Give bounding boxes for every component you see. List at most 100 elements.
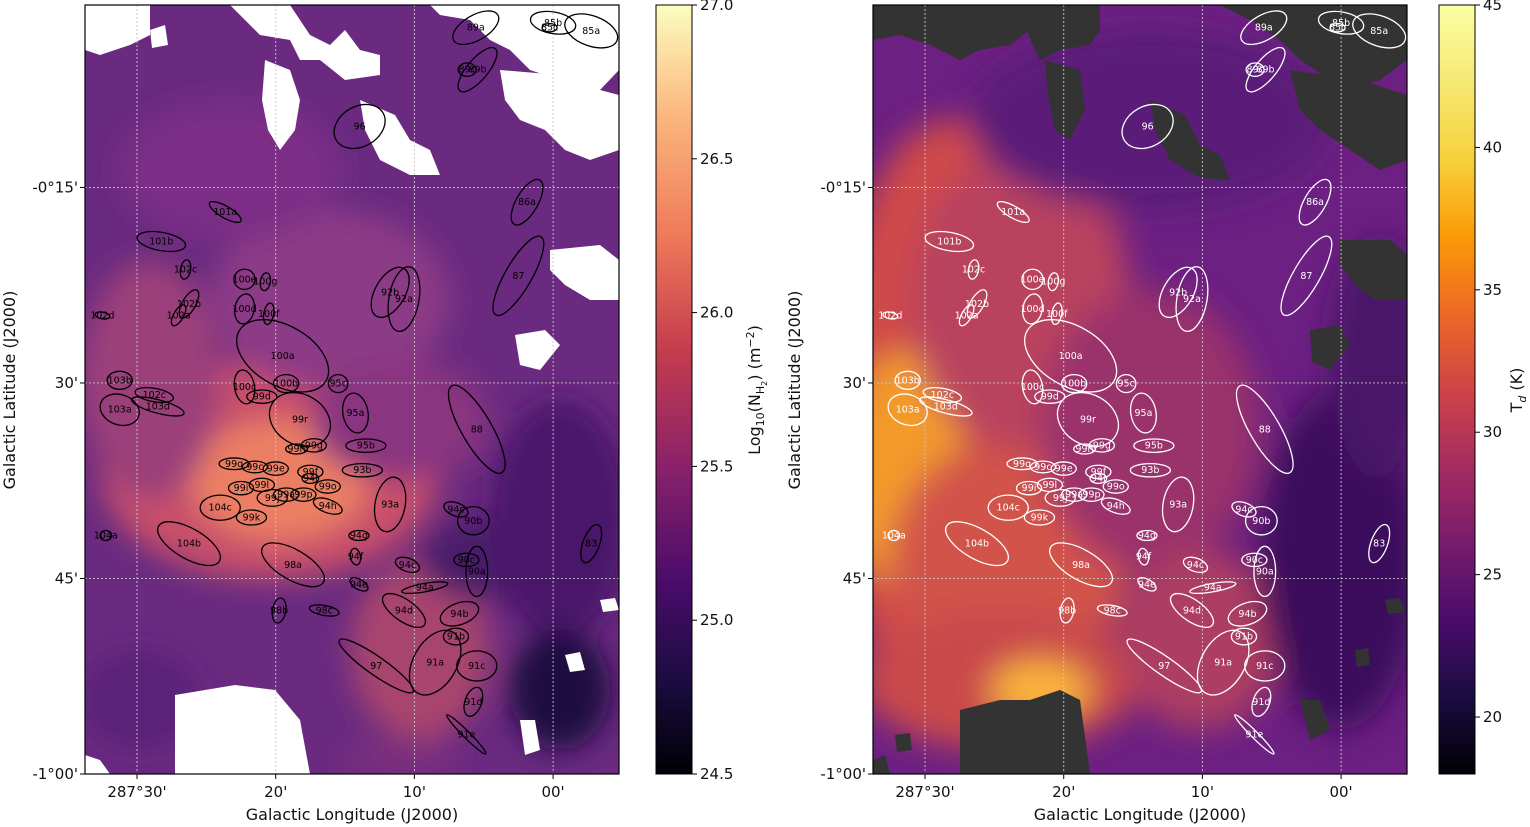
clump-label: 89c <box>1246 65 1263 76</box>
clump-ellipse <box>1096 604 1128 617</box>
clump-ellipse <box>349 547 362 566</box>
clump-ellipse <box>1059 597 1075 624</box>
clump-ellipse <box>996 201 1030 224</box>
clump-ellipse <box>1251 686 1272 717</box>
clump-label: 99e <box>267 464 285 475</box>
colorbar-tick-label: 25.5 <box>700 457 733 475</box>
clump-ellipse <box>136 230 187 253</box>
y-tick-label: -1°00' <box>32 765 78 783</box>
clump-label: 98b <box>1058 605 1076 616</box>
clump-label: 102c <box>174 264 197 275</box>
clump-label: 87 <box>512 271 524 282</box>
clump-label: 99c <box>1034 462 1051 473</box>
clump-label: 99d <box>1041 392 1059 403</box>
clump-ellipse <box>1024 319 1118 393</box>
clump-ellipse <box>241 460 269 474</box>
clump-label: 99a <box>1065 490 1083 501</box>
right-colorbar-scale <box>1438 4 1476 775</box>
clump-label: 100g <box>253 277 277 288</box>
clump-label: 94f <box>348 552 364 563</box>
clump-label: 91b <box>1235 632 1253 643</box>
x-tick-label: 20' <box>264 783 287 801</box>
clump-ellipse <box>130 396 185 417</box>
clump-label: 104b <box>965 539 989 550</box>
clump-label: 90a <box>1256 566 1274 577</box>
clump-ellipse <box>1021 268 1044 291</box>
clump-label: 94h <box>1107 501 1125 512</box>
clump-ellipse <box>262 302 275 326</box>
clump-label: 100d <box>1020 304 1044 315</box>
clump-ellipse <box>262 461 289 476</box>
clump-label: 99q <box>1013 459 1031 470</box>
clump-label: 85b <box>1332 18 1350 29</box>
clump-label: 94c <box>447 504 464 515</box>
clump-label: 99q <box>225 459 243 470</box>
clump-label: 85c <box>1329 23 1346 34</box>
clump-ellipse <box>1175 266 1209 333</box>
right-axis-ticks: 287°30' 20' 10' 00' -0°15' 30' 45' -1°00' <box>820 178 1352 801</box>
clump-label: 98a <box>284 560 302 571</box>
x-tick-label: 20' <box>1052 783 1075 801</box>
clump-label: 94b <box>450 609 468 620</box>
clump-label: 91a <box>426 658 444 669</box>
clump-ellipse <box>457 62 477 77</box>
clump-ellipse <box>199 494 241 521</box>
clump-label: 100e <box>1021 274 1045 285</box>
colorbar-tick-label: 26.5 <box>700 150 733 168</box>
clump-label: 89a <box>1255 23 1273 34</box>
clump-ellipse <box>1050 302 1063 326</box>
clump-label: 95a <box>1134 408 1152 419</box>
clump-label: 103b <box>108 375 132 386</box>
clump-label: 99i <box>1022 483 1037 494</box>
clump-label: 100f <box>1046 309 1068 320</box>
clump-label: 88 <box>1259 424 1271 435</box>
left-xlabel: Galactic Longitude (J2000) <box>246 805 458 824</box>
clump-label: 98b <box>270 605 288 616</box>
clump-label: 94b <box>1238 609 1256 620</box>
colorbar-tick-label: 27.0 <box>700 0 733 14</box>
clump-ellipse <box>1102 479 1129 494</box>
clump-label: 99d <box>253 392 271 403</box>
clump-label: 94c <box>1235 504 1252 515</box>
right-colorbar-label: Td (K) <box>1507 368 1529 414</box>
clump-ellipse <box>308 604 340 617</box>
clump-ellipse <box>1060 373 1088 394</box>
clump-ellipse <box>272 487 300 502</box>
clump-ellipse <box>349 577 369 592</box>
clump-label: 99k <box>243 512 261 523</box>
clump-label: 103d <box>934 401 958 412</box>
clump-label: 102d <box>878 310 902 321</box>
clump-ellipse <box>1078 487 1105 502</box>
right-xlabel: Galactic Longitude (J2000) <box>1034 805 1246 824</box>
right-plot-frame <box>872 4 1408 775</box>
clump-label: 104c <box>997 503 1020 514</box>
clump-ellipse <box>1161 476 1195 533</box>
clump-ellipse <box>256 488 288 507</box>
clump-label: 95b <box>1145 441 1163 452</box>
colorbar-tick-label: 20 <box>1483 708 1502 726</box>
clump-ellipse <box>218 457 250 471</box>
clump-label: 94d <box>395 605 413 616</box>
clump-ellipse <box>233 268 256 291</box>
clump-ellipse <box>285 443 309 455</box>
clump-label: 100b <box>1062 379 1086 390</box>
x-tick-label: 10' <box>403 783 426 801</box>
clump-label: 93b <box>1141 465 1159 476</box>
clump-ellipse <box>236 319 330 393</box>
clump-ellipse <box>99 529 113 542</box>
clump-ellipse <box>1089 472 1108 485</box>
clump-label: 99j <box>1053 493 1068 504</box>
clump-ellipse <box>1085 464 1112 480</box>
clump-label: 99a <box>277 490 295 501</box>
clump-label: 90b <box>464 516 482 527</box>
clump-ellipse <box>1196 629 1250 696</box>
clump-ellipse <box>261 542 326 588</box>
clump-label: 89b <box>468 65 486 76</box>
clump-ellipse <box>401 581 449 595</box>
clump-ellipse <box>456 650 498 682</box>
clump-ellipse <box>887 529 901 542</box>
colorbar-tick-label: 45 <box>1483 0 1502 14</box>
clump-ellipse <box>447 384 506 474</box>
